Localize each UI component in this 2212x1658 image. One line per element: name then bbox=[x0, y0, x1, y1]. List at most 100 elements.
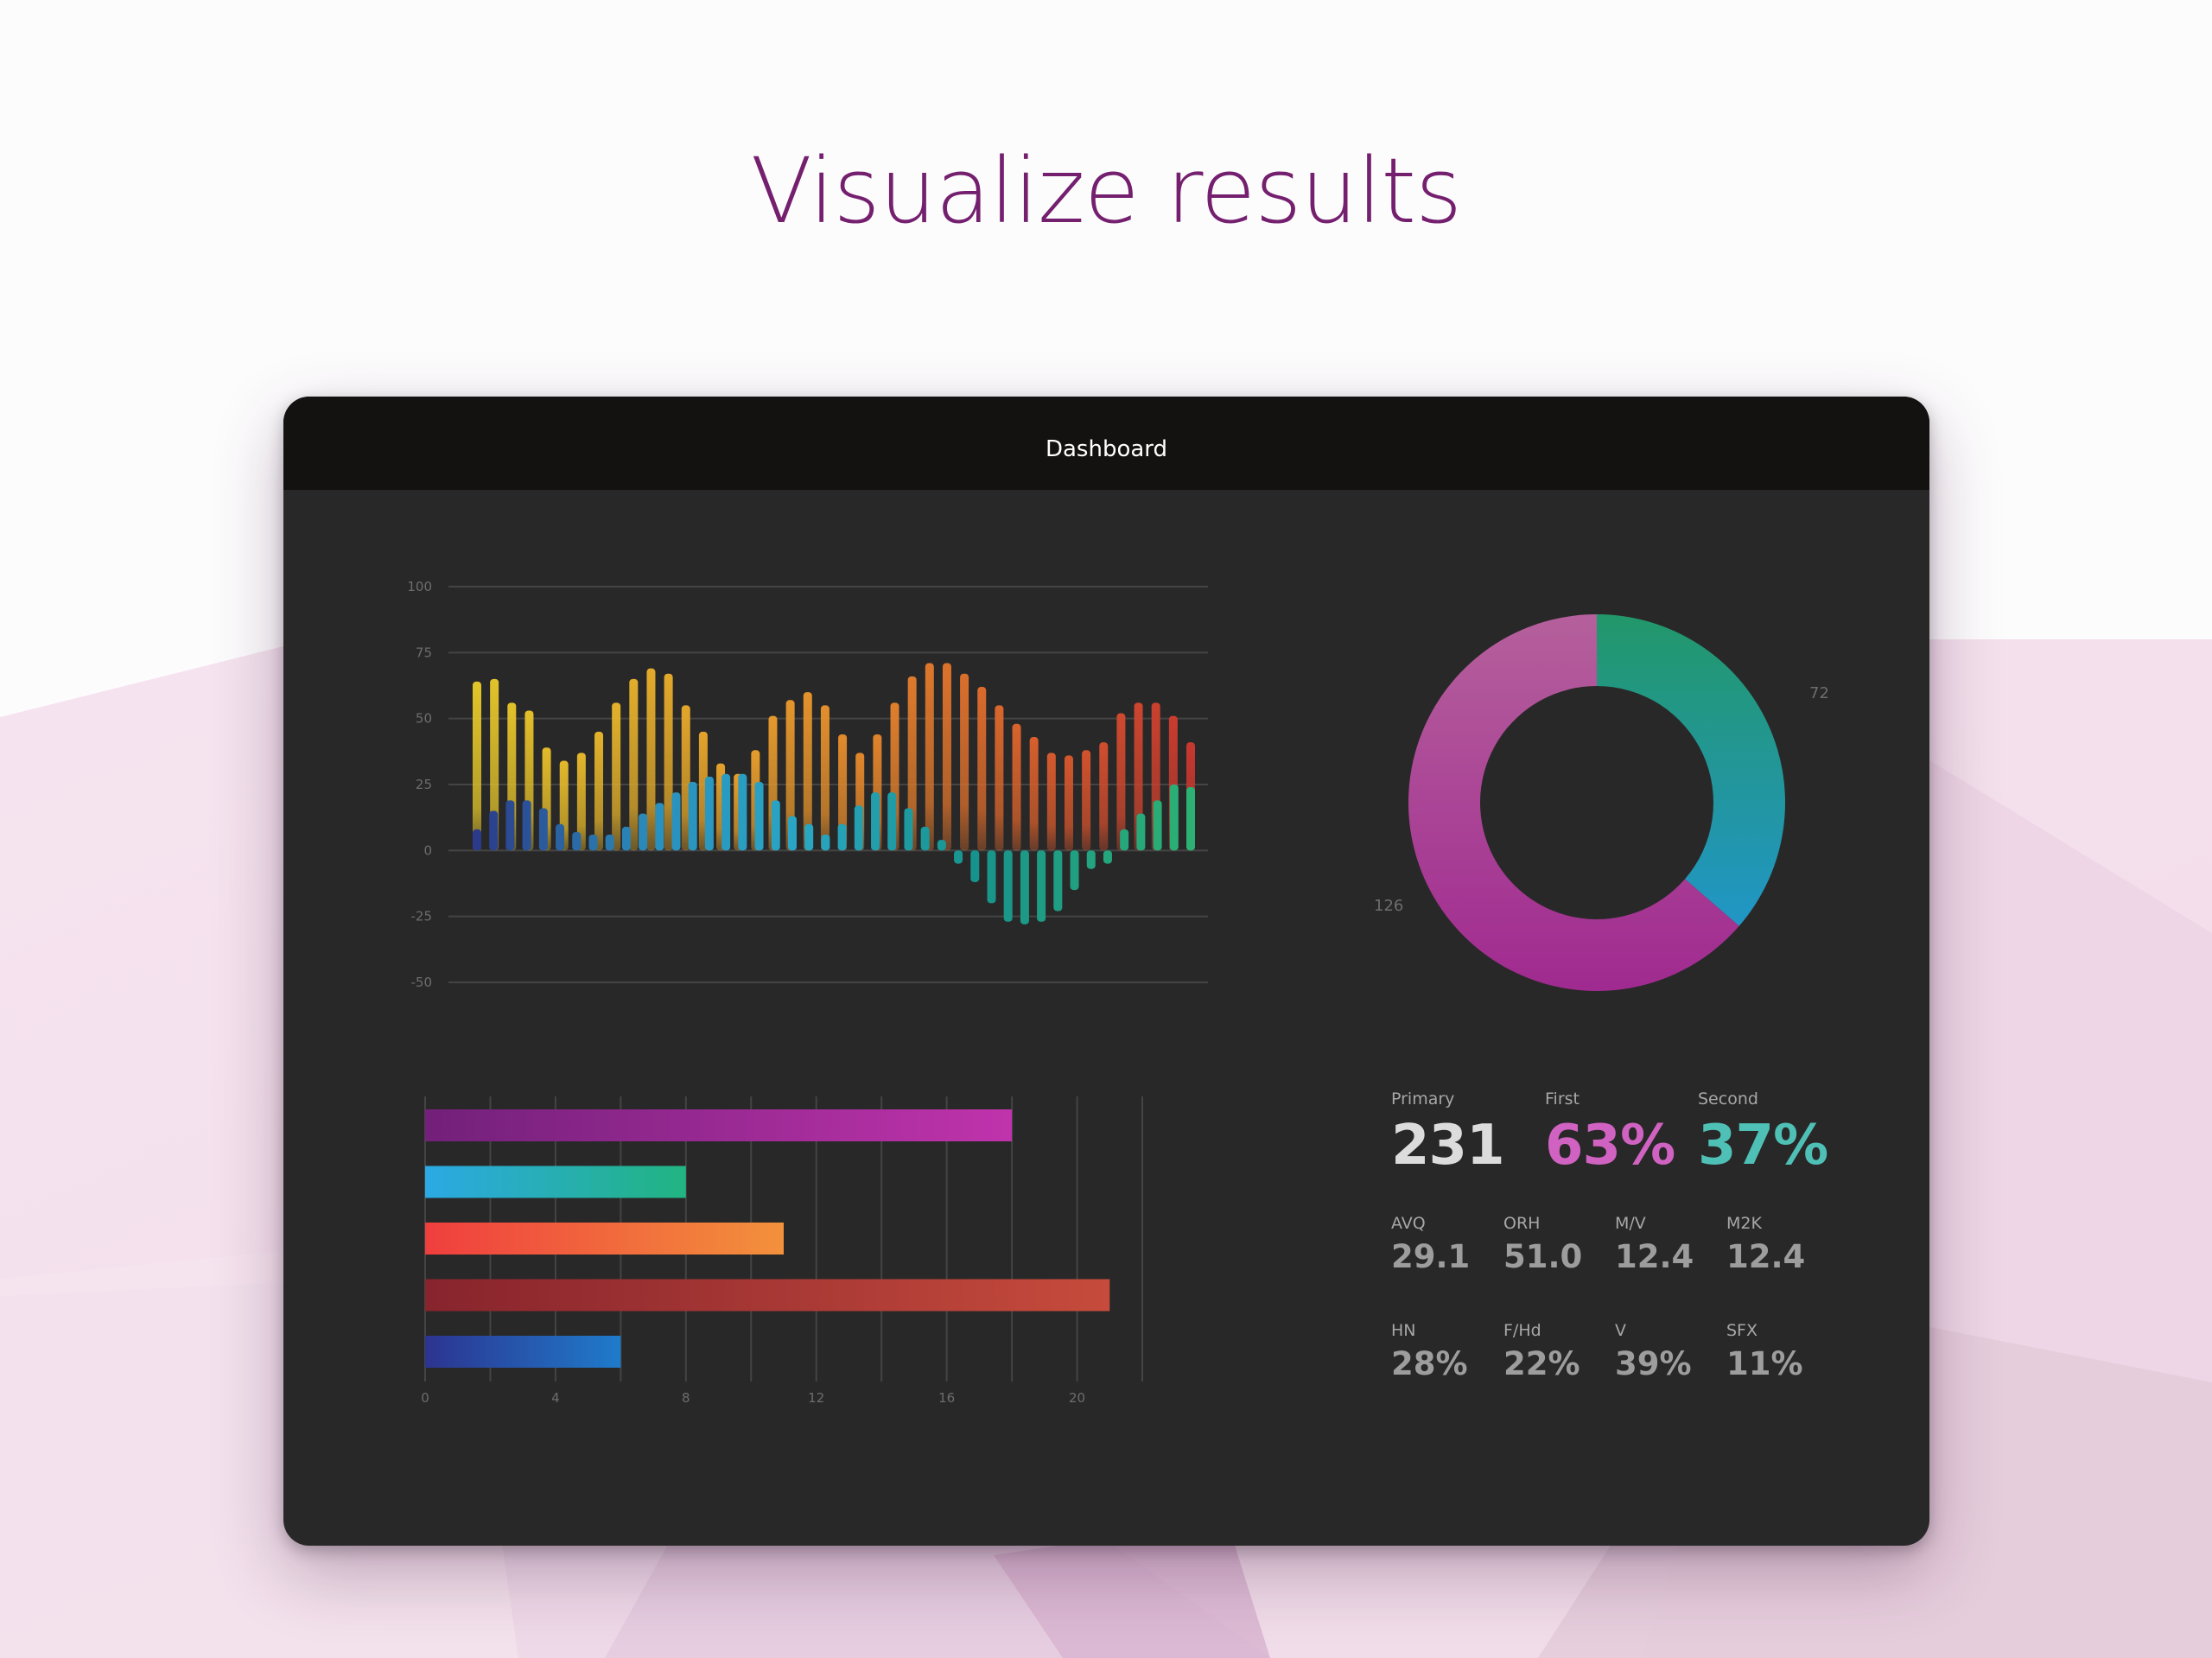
bar-front bbox=[887, 792, 897, 851]
donut-label: 126 bbox=[1374, 897, 1403, 915]
stat-second-label: Second bbox=[1698, 1089, 1758, 1109]
bar-front bbox=[1120, 829, 1129, 851]
stat-primary-label: Primary bbox=[1391, 1089, 1455, 1109]
bar-back bbox=[1099, 742, 1109, 851]
stat-m2k-label: M2K bbox=[1726, 1214, 1762, 1233]
stat-v: V 39% bbox=[1615, 1321, 1692, 1382]
bar-back bbox=[1082, 750, 1091, 851]
y-tick-label: 0 bbox=[423, 842, 432, 858]
bar-front bbox=[1103, 850, 1112, 864]
stat-primary-value: 231 bbox=[1391, 1114, 1505, 1178]
bar-back bbox=[473, 681, 481, 851]
bar-front bbox=[954, 850, 963, 864]
bar-front bbox=[1136, 813, 1146, 851]
donut-label: 72 bbox=[1809, 684, 1829, 702]
stat-first: First 63% bbox=[1545, 1089, 1675, 1178]
stat-primary: Primary 231 bbox=[1391, 1089, 1505, 1178]
bar-front bbox=[787, 816, 797, 851]
stat-first-value: 63% bbox=[1545, 1114, 1675, 1178]
stat-sfx-value: 11% bbox=[1726, 1345, 1803, 1382]
stat-hn-label: HN bbox=[1391, 1321, 1416, 1340]
bar-back bbox=[490, 678, 499, 851]
bar-back bbox=[942, 663, 951, 851]
stat-avq-value: 29.1 bbox=[1391, 1238, 1471, 1275]
bar-front bbox=[522, 800, 531, 851]
stat-sfx-label: SFX bbox=[1726, 1321, 1758, 1340]
bar-back bbox=[995, 705, 1004, 851]
bar-back bbox=[1064, 755, 1073, 851]
bar-front bbox=[987, 850, 996, 904]
bar-front bbox=[904, 808, 913, 851]
bar-back bbox=[785, 700, 795, 851]
stat-v-label: V bbox=[1615, 1321, 1626, 1340]
x-tick-label: 20 bbox=[1069, 1390, 1085, 1406]
bar-front bbox=[970, 850, 980, 882]
hbar bbox=[425, 1223, 784, 1255]
y-tick-label: 75 bbox=[416, 645, 432, 660]
dashboard-window: Dashboard 100 75 50 25 0 -25 -50 72 126 0 4 8 12 16… bbox=[283, 397, 1929, 1546]
y-tick-label: -50 bbox=[411, 975, 433, 990]
bar-front bbox=[572, 831, 582, 851]
stat-m2k: M2K 12.4 bbox=[1726, 1214, 1805, 1275]
bar-front bbox=[473, 829, 481, 851]
stat-first-label: First bbox=[1545, 1089, 1580, 1109]
stat-hn: HN 28% bbox=[1391, 1321, 1468, 1382]
bar-front bbox=[871, 792, 880, 851]
x-tick-label: 4 bbox=[551, 1390, 560, 1406]
hbar bbox=[425, 1336, 621, 1368]
bar-front bbox=[738, 773, 747, 851]
bar-front bbox=[1086, 850, 1096, 869]
bar-back bbox=[1012, 723, 1021, 851]
y-tick-label: 50 bbox=[416, 711, 432, 727]
stat-mv-label: M/V bbox=[1615, 1214, 1646, 1233]
bar-front bbox=[639, 813, 648, 851]
bar-back bbox=[646, 668, 656, 851]
bar-front bbox=[671, 792, 681, 851]
bar-front bbox=[1003, 850, 1013, 922]
hbar bbox=[425, 1279, 1110, 1312]
bar-back bbox=[664, 673, 673, 851]
stats-panel: Primary 231 First 63% Second 37% AVQ 29.… bbox=[1391, 1089, 1875, 1435]
bar-front bbox=[489, 810, 499, 851]
bar-back bbox=[1029, 737, 1039, 851]
y-tick-label: 25 bbox=[416, 777, 432, 792]
bar-front bbox=[837, 823, 847, 851]
page-headline: Visualize results bbox=[750, 138, 1462, 244]
bar-front bbox=[920, 826, 930, 851]
stat-avq-label: AVQ bbox=[1391, 1214, 1426, 1233]
bar-back bbox=[612, 702, 621, 851]
stat-avq: AVQ 29.1 bbox=[1391, 1214, 1470, 1275]
hbar bbox=[425, 1166, 686, 1198]
bar-front bbox=[721, 773, 731, 851]
bar-back bbox=[925, 663, 934, 851]
bar-front bbox=[937, 840, 946, 851]
stat-orh-label: ORH bbox=[1503, 1214, 1541, 1233]
stat-mv: M/V 12.4 bbox=[1615, 1214, 1694, 1275]
bar-front bbox=[821, 835, 830, 851]
bar-back bbox=[629, 678, 639, 851]
bar-front bbox=[505, 800, 515, 851]
stat-orh: ORH 51.0 bbox=[1503, 1214, 1582, 1275]
bar-back bbox=[1116, 713, 1126, 851]
bar-back bbox=[803, 692, 812, 851]
bar-front bbox=[1169, 785, 1179, 851]
x-tick-label: 16 bbox=[938, 1390, 955, 1406]
bar-front bbox=[854, 805, 863, 851]
y-tick-label: -25 bbox=[411, 909, 433, 924]
window-title: Dashboard bbox=[1045, 436, 1168, 462]
bar-back bbox=[594, 731, 604, 851]
x-tick-label: 0 bbox=[421, 1390, 429, 1406]
donut-slice bbox=[1597, 614, 1785, 926]
donut-slice bbox=[1408, 614, 1739, 991]
stat-second-value: 37% bbox=[1698, 1114, 1828, 1178]
bar-back bbox=[977, 687, 987, 851]
stat-sfx: SFX 11% bbox=[1726, 1321, 1803, 1382]
bar-front bbox=[1070, 850, 1079, 891]
bar-front bbox=[1037, 850, 1046, 922]
stat-v-value: 39% bbox=[1615, 1345, 1692, 1382]
stat-orh-value: 51.0 bbox=[1503, 1238, 1583, 1275]
bar-back bbox=[1046, 753, 1056, 851]
stat-fhd: F/Hd 22% bbox=[1503, 1321, 1580, 1382]
stat-hn-value: 28% bbox=[1391, 1345, 1468, 1382]
hbar bbox=[425, 1109, 1013, 1141]
